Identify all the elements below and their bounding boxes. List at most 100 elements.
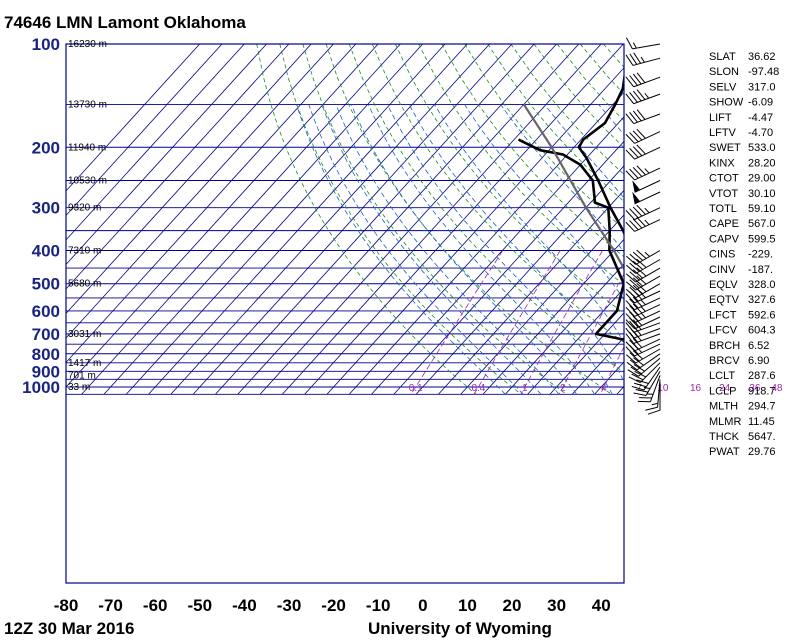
wind-barb (631, 366, 661, 391)
temperature-trace (577, 71, 624, 236)
isotherm-line (438, 189, 624, 395)
barb-flag (625, 264, 637, 274)
dry-adiabat-line (371, 44, 624, 344)
moist-adiabat-line (367, 104, 595, 395)
barb-flag (636, 144, 646, 155)
barb-flag (629, 168, 639, 179)
isotherm-line (125, 44, 446, 395)
barb-flag (632, 167, 643, 177)
barb-flag (625, 255, 637, 265)
wind-barb (625, 72, 661, 88)
wind-barb (625, 165, 661, 181)
index-value: 592.6 (748, 309, 776, 321)
mixing-ratio-label: 10 (657, 383, 669, 394)
barb-shaft (633, 328, 661, 339)
barb-flag (632, 319, 642, 330)
barb-pennant (632, 191, 641, 204)
index-name: SHOW (709, 97, 744, 109)
mixing-ratio-line (636, 251, 706, 395)
mixing-ratio-label: 0.4 (471, 383, 485, 394)
height-label: 9320 m (68, 203, 101, 214)
temperature-tick-label: 20 (503, 596, 522, 615)
mixing-ratio-line (558, 273, 624, 395)
moist-adiabat-line (296, 104, 506, 395)
barb-flag (629, 279, 640, 289)
index-value: -97.48 (748, 66, 779, 78)
pressure-tick-label: 300 (32, 199, 60, 218)
barb-flag (625, 300, 635, 311)
barb-flag (626, 361, 638, 371)
barb-flag (629, 132, 639, 143)
barb-flag (625, 288, 637, 299)
barb-half-flag (640, 56, 645, 63)
barb-shaft (634, 219, 661, 232)
isotherm-line (482, 238, 624, 395)
isotherm-line (66, 44, 267, 266)
barb-flag (625, 306, 635, 317)
temperature-tick-label: -40 (232, 596, 257, 615)
index-value: 294.7 (748, 401, 776, 413)
barb-shaft (634, 290, 661, 304)
moist-adiabat-line (464, 104, 624, 301)
barb-shaft (633, 113, 661, 125)
barb-shaft (634, 167, 661, 181)
barb-shaft (635, 267, 661, 283)
index-value: 533.0 (748, 142, 776, 154)
barb-shaft (634, 310, 661, 324)
index-value: 59.10 (748, 203, 776, 215)
axis-labels: 0.10.41247101624364810020030040050060070… (22, 35, 783, 615)
wind-barb (633, 371, 661, 397)
isotherm-line (460, 214, 624, 395)
barb-half-flag (643, 386, 651, 390)
barb-shaft (638, 357, 661, 377)
barb-flag (629, 111, 638, 123)
mixing-ratio-label: 4 (601, 383, 607, 394)
index-value: 327.6 (748, 294, 776, 306)
height-label: 7310 m (68, 246, 101, 257)
index-name: LFTV (709, 127, 737, 139)
mixing-ratio-label: 2 (560, 383, 566, 394)
barb-flag (632, 206, 643, 217)
height-label: 701 m (68, 370, 96, 381)
wind-barb (625, 128, 661, 144)
isotherm-line (259, 44, 580, 395)
barb-flag (631, 385, 645, 391)
mixing-ratio-line (520, 250, 603, 395)
temperature-tick-label: -50 (188, 596, 213, 615)
index-value: 328.0 (748, 279, 776, 291)
mixing-ratio-label: 16 (690, 383, 702, 394)
barb-flag (629, 208, 639, 219)
barb-half-flag (632, 42, 637, 49)
barb-flag (636, 72, 646, 83)
plot-frame (65, 43, 625, 584)
barb-flag (636, 267, 647, 277)
mixing-ratio-label: 48 (771, 383, 783, 394)
barb-flag (639, 397, 652, 399)
index-value: 36.62 (748, 51, 776, 63)
moist-adiabat-line (408, 104, 624, 383)
temperature-tick-label: -70 (98, 596, 123, 615)
barb-flag (629, 359, 641, 368)
index-name: MLMR (709, 416, 741, 428)
barb-shaft (634, 297, 661, 311)
dry-adiabat-line (256, 44, 477, 395)
moist-adiabat-line (350, 104, 578, 395)
barb-flag (632, 277, 644, 287)
barb-shaft (633, 93, 661, 105)
barb-flag (625, 354, 637, 364)
index-name: LFCT (709, 309, 737, 321)
barb-shaft (634, 316, 661, 330)
temperature-tick-label: -30 (277, 596, 302, 615)
index-value: 6.52 (748, 340, 769, 352)
barb-flag (627, 369, 639, 377)
isotherm-line (66, 44, 334, 339)
barb-flag (636, 379, 649, 384)
barb-flag (625, 313, 635, 324)
barb-flag (636, 216, 646, 227)
barb-flag (625, 133, 635, 144)
isotherm-line (66, 44, 200, 192)
barb-shaft (634, 131, 661, 144)
index-value: 29.76 (748, 446, 776, 458)
barb-shaft (635, 348, 661, 364)
index-value: 11.45 (748, 416, 775, 428)
